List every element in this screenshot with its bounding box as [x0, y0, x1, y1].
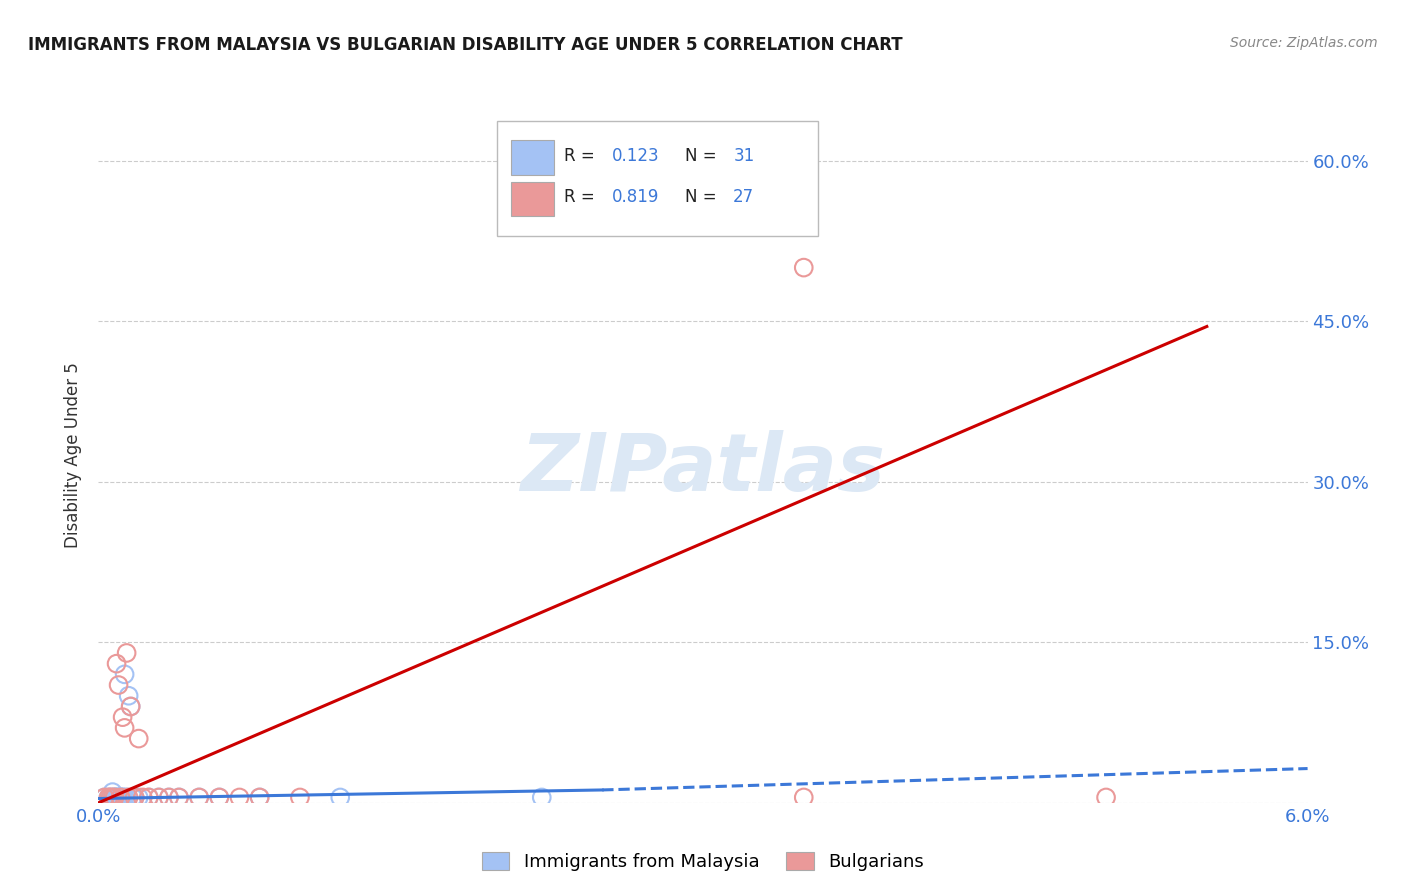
Point [115, 790, 138, 805]
Point [105, 657, 128, 671]
Point [103, 790, 125, 805]
Point [167, 790, 190, 805]
Text: R =: R = [564, 147, 600, 165]
Point [138, 790, 160, 805]
Point [101, 790, 124, 805]
Point [157, 790, 180, 805]
Point [157, 790, 180, 805]
Point [97, 790, 120, 805]
Point [138, 790, 160, 805]
Point [121, 790, 143, 805]
Text: IMMIGRANTS FROM MALAYSIA VS BULGARIAN DISABILITY AGE UNDER 5 CORRELATION CHART: IMMIGRANTS FROM MALAYSIA VS BULGARIAN DI… [28, 36, 903, 54]
Point [148, 790, 170, 805]
Point [249, 790, 271, 805]
Point [118, 689, 141, 703]
Y-axis label: Disability Age Under 5: Disability Age Under 5 [65, 362, 83, 548]
Text: R =: R = [564, 188, 600, 206]
Point [249, 790, 271, 805]
Point [100, 790, 122, 805]
Point [107, 678, 129, 692]
Text: N =: N = [685, 147, 721, 165]
Point [124, 790, 146, 805]
Point [97, 790, 120, 805]
Point [110, 790, 132, 805]
Point [188, 790, 211, 805]
Point [111, 710, 134, 724]
Point [118, 790, 141, 805]
Text: ZIPatlas: ZIPatlas [520, 430, 886, 508]
Point [111, 790, 134, 805]
Text: N =: N = [685, 188, 721, 206]
Point [100, 790, 122, 805]
Point [103, 790, 125, 805]
Point [132, 790, 155, 805]
Point [93, 790, 115, 805]
Point [228, 790, 250, 805]
Point [111, 790, 134, 805]
Point [530, 790, 553, 805]
Point [105, 790, 128, 805]
Point [107, 790, 129, 805]
Point [124, 790, 146, 805]
Point [114, 721, 136, 735]
Point [208, 790, 231, 805]
Point [128, 731, 150, 746]
Point [110, 790, 132, 805]
Point [114, 790, 136, 805]
Point [288, 790, 311, 805]
Point [93, 790, 115, 805]
Point [208, 790, 231, 805]
Point [107, 790, 129, 805]
Point [148, 790, 170, 805]
Text: 31: 31 [734, 147, 755, 165]
Point [793, 260, 815, 275]
Text: 27: 27 [734, 188, 755, 206]
Point [101, 785, 124, 799]
FancyBboxPatch shape [498, 121, 818, 235]
Text: 0.819: 0.819 [613, 188, 659, 206]
Text: 0.123: 0.123 [613, 147, 659, 165]
Text: Source: ZipAtlas.com: Source: ZipAtlas.com [1230, 36, 1378, 50]
Point [103, 790, 125, 805]
Point [1095, 790, 1118, 805]
Point [793, 790, 815, 805]
Point [167, 790, 190, 805]
Point [110, 790, 132, 805]
Point [128, 790, 150, 805]
FancyBboxPatch shape [510, 140, 554, 175]
Legend: Immigrants from Malaysia, Bulgarians: Immigrants from Malaysia, Bulgarians [475, 846, 931, 879]
Point [114, 667, 136, 681]
Point [120, 699, 142, 714]
Point [329, 790, 352, 805]
FancyBboxPatch shape [510, 182, 554, 216]
Point [188, 790, 211, 805]
Point [120, 699, 142, 714]
Point [105, 790, 128, 805]
Point [115, 646, 138, 660]
